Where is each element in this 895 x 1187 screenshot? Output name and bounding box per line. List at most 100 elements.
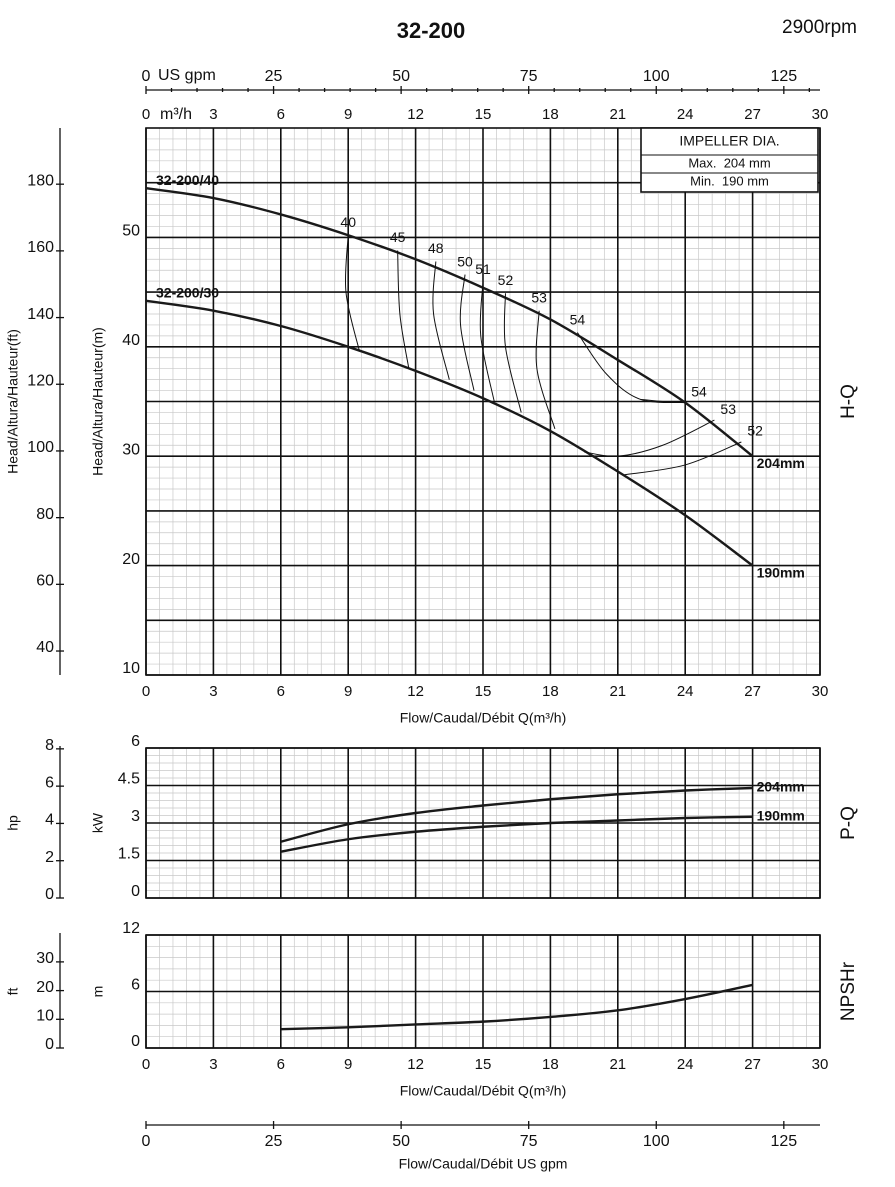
efficiency-contour <box>584 419 715 457</box>
top-tick-label: 30 <box>812 106 829 123</box>
efficiency-label: 51 <box>475 261 491 277</box>
top-tick-label: 0 <box>142 106 150 123</box>
y-tick-label: 12 <box>122 920 140 937</box>
x-tick-label: 3 <box>209 1056 217 1073</box>
y2-tick-label: 4 <box>45 812 54 829</box>
top-tick-label: 24 <box>677 106 694 123</box>
x-tick-label: 15 <box>475 683 492 700</box>
y2-tick-label: 80 <box>36 506 54 523</box>
x-tick-label: 30 <box>812 683 829 700</box>
gpm-tick-label: 0 <box>142 68 151 85</box>
chart-title: 32-200 <box>397 18 466 43</box>
series-label: 204mm <box>757 779 805 795</box>
gpm-tick-label: 75 <box>520 68 538 85</box>
y2-axis-title: Head/Altura/Hauteur(ft) <box>5 329 21 474</box>
y-tick-label: 20 <box>122 551 140 568</box>
efficiency-label: 53 <box>531 289 547 305</box>
x-tick-label: 21 <box>609 1056 626 1073</box>
efficiency-contour <box>479 282 495 402</box>
y2-tick-label: 160 <box>27 239 54 256</box>
y2-tick-label: 20 <box>36 979 54 996</box>
x-axis-title: Flow/Caudal/Débit Q(m³/h) <box>400 710 567 726</box>
y2-axis-title: ft <box>5 988 21 996</box>
x-tick-label: 9 <box>344 683 352 700</box>
panel-label: P-Q <box>838 806 859 840</box>
efficiency-contour <box>432 261 450 380</box>
efficiency-contour <box>624 441 742 476</box>
gpm-axis-title: US gpm <box>158 67 216 84</box>
panel-label: NPSHr <box>838 961 859 1021</box>
panel-label: H-Q <box>838 384 859 419</box>
x-tick-label: 18 <box>542 1056 559 1073</box>
x-tick-label: 24 <box>677 1056 694 1073</box>
y2-tick-label: 0 <box>45 886 54 903</box>
y-tick-label: 10 <box>122 660 140 677</box>
x-tick-label: 0 <box>142 1056 150 1073</box>
y2-tick-label: 60 <box>36 573 54 590</box>
gpm-tick-label: 75 <box>520 1133 538 1150</box>
y-tick-label: 1.5 <box>118 846 140 863</box>
top-tick-label: 15 <box>475 106 492 123</box>
series-line <box>280 786 753 843</box>
x-tick-label: 9 <box>344 1056 352 1073</box>
efficiency-label: 45 <box>390 229 406 245</box>
y2-tick-label: 40 <box>36 639 54 656</box>
series-label: 190mm <box>757 807 805 823</box>
efficiency-contour <box>503 293 522 413</box>
y2-tick-label: 2 <box>45 849 54 866</box>
gpm-tick-label: 50 <box>392 68 410 85</box>
y-tick-label: 50 <box>122 223 140 240</box>
x-tick-label: 6 <box>277 683 285 700</box>
y2-tick-label: 120 <box>27 372 54 389</box>
x-tick-label: 21 <box>609 683 626 700</box>
top-axis-title: m³/h <box>160 106 192 123</box>
series-label: 204mm <box>757 455 805 471</box>
y2-tick-label: 140 <box>27 306 54 323</box>
y-axis-title: kW <box>90 812 106 833</box>
series-line <box>280 983 753 1031</box>
y-tick-label: 40 <box>122 332 140 349</box>
x-tick-label: 18 <box>542 683 559 700</box>
series-line <box>145 186 754 458</box>
gpm-tick-label: 100 <box>643 1133 670 1150</box>
x-axis-title: Flow/Caudal/Débit Q(m³/h) <box>400 1083 567 1099</box>
x-tick-label: 30 <box>812 1056 829 1073</box>
efficiency-label: 54 <box>691 383 707 399</box>
efficiency-label: 40 <box>340 214 356 230</box>
legend-entry: Max. 204 mm <box>688 155 770 170</box>
efficiency-contour <box>397 250 410 369</box>
gpm-tick-label: 25 <box>265 1133 283 1150</box>
legend-title: IMPELLER DIA. <box>679 133 779 149</box>
gpm-tick-label: 100 <box>643 68 670 85</box>
x-tick-label: 12 <box>407 683 424 700</box>
x-tick-label: 15 <box>475 1056 492 1073</box>
y-tick-label: 0 <box>131 883 140 900</box>
plot-frame <box>145 127 821 676</box>
efficiency-label: 52 <box>747 423 763 439</box>
y-tick-label: 4.5 <box>118 771 140 788</box>
y-axis-title: m <box>90 986 106 998</box>
x-tick-label: 24 <box>677 683 694 700</box>
gpm-axis-title: Flow/Caudal/Débit US gpm <box>399 1156 568 1172</box>
series-line <box>280 815 753 853</box>
x-tick-label: 3 <box>209 683 217 700</box>
y2-axis-title: hp <box>5 815 21 831</box>
efficiency-label: 48 <box>428 240 444 256</box>
top-tick-label: 18 <box>542 106 559 123</box>
y2-tick-label: 180 <box>27 172 54 189</box>
top-tick-label: 21 <box>609 106 626 123</box>
efficiency-contour <box>576 332 686 404</box>
top-tick-label: 9 <box>344 106 352 123</box>
y2-tick-label: 0 <box>45 1036 54 1053</box>
efficiency-label: 52 <box>498 272 514 288</box>
plot-frame <box>145 747 821 899</box>
x-tick-label: 27 <box>744 1056 761 1073</box>
y2-tick-label: 6 <box>45 774 54 791</box>
gpm-tick-label: 125 <box>770 68 797 85</box>
y-tick-label: 6 <box>131 733 140 750</box>
y-axis-title: Head/Altura/Hauteur(m) <box>90 327 106 476</box>
efficiency-contour <box>640 398 686 404</box>
y-tick-label: 6 <box>131 977 140 994</box>
